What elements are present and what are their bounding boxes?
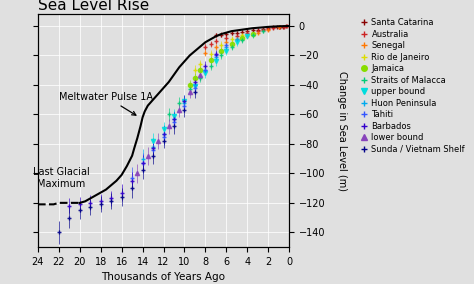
Text: Post-Glacial
Sea Level Rise: Post-Glacial Sea Level Rise [38,0,149,13]
Legend: Santa Catarina, Australia, Senegal, Rio de Janeiro, Jamaica, Straits of Malacca,: Santa Catarina, Australia, Senegal, Rio … [359,18,465,154]
Y-axis label: Change in Sea Level (m): Change in Sea Level (m) [337,71,346,191]
Text: Meltwater Pulse 1A: Meltwater Pulse 1A [59,92,153,115]
X-axis label: Thousands of Years Ago: Thousands of Years Ago [101,272,226,282]
Text: Last Glacial
Maximum: Last Glacial Maximum [33,167,89,189]
